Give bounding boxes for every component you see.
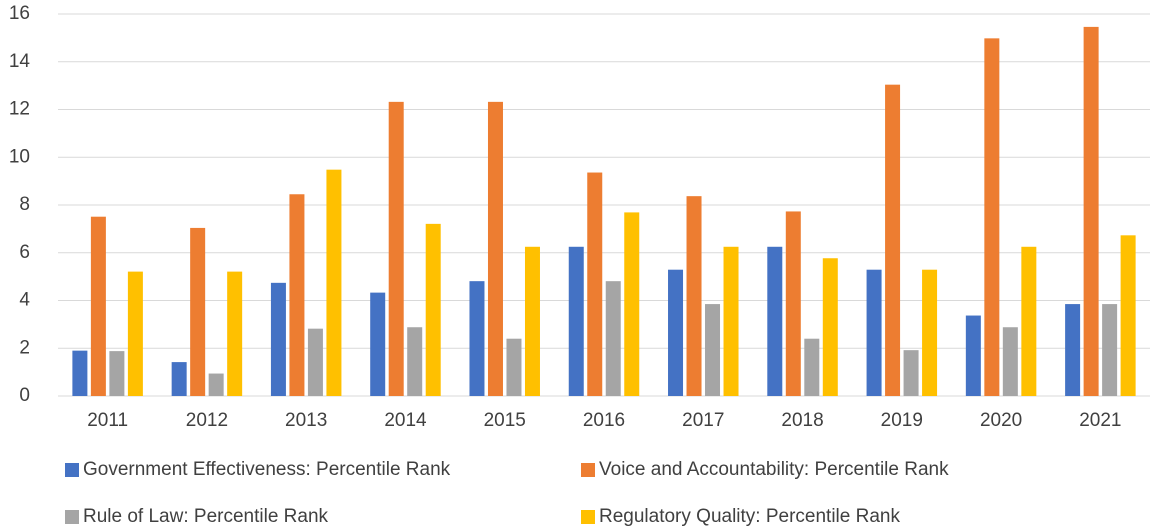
- x-tick-label: 2016: [583, 410, 625, 431]
- bar: [1120, 235, 1136, 396]
- x-tick-label: 2011: [87, 410, 128, 431]
- x-tick-label: 2018: [781, 410, 823, 431]
- bar: [624, 212, 640, 396]
- bar: [506, 338, 522, 396]
- bar: [767, 246, 783, 396]
- bar: [1002, 327, 1018, 396]
- bar: [1065, 304, 1081, 396]
- bar: [705, 304, 721, 396]
- bar: [668, 269, 684, 396]
- x-tick-label: 2021: [1079, 410, 1121, 431]
- bar: [425, 223, 441, 396]
- legend-label: Rule of Law: Percentile Rank: [83, 506, 329, 527]
- bar: [171, 362, 187, 396]
- legend-label: Regulatory Quality: Percentile Rank: [599, 506, 900, 527]
- y-tick-label: 14: [9, 51, 31, 72]
- legend-swatch: [581, 510, 595, 524]
- bar: [785, 211, 801, 396]
- bar: [227, 271, 243, 396]
- bar: [208, 373, 224, 396]
- bar: [922, 269, 938, 396]
- bar: [965, 315, 981, 396]
- bar: [127, 271, 143, 396]
- bar: [1083, 26, 1099, 397]
- legend-label: Government Effectiveness: Percentile Ran…: [83, 459, 451, 480]
- bar: [289, 194, 305, 396]
- y-tick-label: 12: [9, 99, 30, 120]
- bar: [984, 38, 1000, 396]
- y-tick-label: 10: [9, 146, 30, 167]
- bar: [1102, 304, 1118, 396]
- bar: [587, 172, 603, 396]
- x-tick-label: 2020: [980, 410, 1022, 431]
- legend-swatch: [581, 463, 595, 477]
- bar: [190, 227, 206, 396]
- bar: [723, 246, 739, 396]
- legend-swatch: [65, 463, 79, 477]
- bar: [605, 281, 621, 396]
- bar: [270, 282, 286, 396]
- bar: [90, 216, 106, 396]
- bar: [822, 258, 838, 396]
- x-tick-label: 2015: [484, 410, 526, 431]
- bar: [804, 338, 820, 396]
- bar: [469, 281, 485, 396]
- legend-swatch: [65, 510, 79, 524]
- y-tick-label: 8: [19, 194, 30, 215]
- bar: [307, 328, 323, 396]
- y-tick-label: 2: [19, 337, 30, 358]
- bar: [1021, 246, 1037, 396]
- x-tick-label: 2017: [682, 410, 724, 431]
- x-tick-label: 2012: [186, 410, 228, 431]
- bar: [524, 246, 540, 396]
- bar: [388, 101, 404, 397]
- bar: [109, 351, 125, 396]
- bar: [568, 246, 584, 396]
- x-tick-label: 2013: [285, 410, 327, 431]
- y-tick-label: 0: [19, 385, 30, 406]
- y-tick-label: 6: [19, 242, 30, 263]
- x-tick-label: 2014: [384, 410, 427, 431]
- x-tick-label: 2019: [881, 410, 923, 431]
- y-tick-label: 4: [19, 290, 30, 311]
- y-tick-label: 16: [9, 3, 30, 24]
- bar: [487, 101, 503, 397]
- bar: [72, 350, 88, 396]
- legend-label: Voice and Accountability: Percentile Ran…: [599, 459, 949, 480]
- bar: [866, 269, 882, 396]
- bar: [686, 196, 702, 396]
- bar: [370, 292, 386, 396]
- bar: [326, 169, 342, 396]
- bar: [407, 327, 423, 396]
- bar: [903, 350, 919, 396]
- bar: [885, 84, 901, 397]
